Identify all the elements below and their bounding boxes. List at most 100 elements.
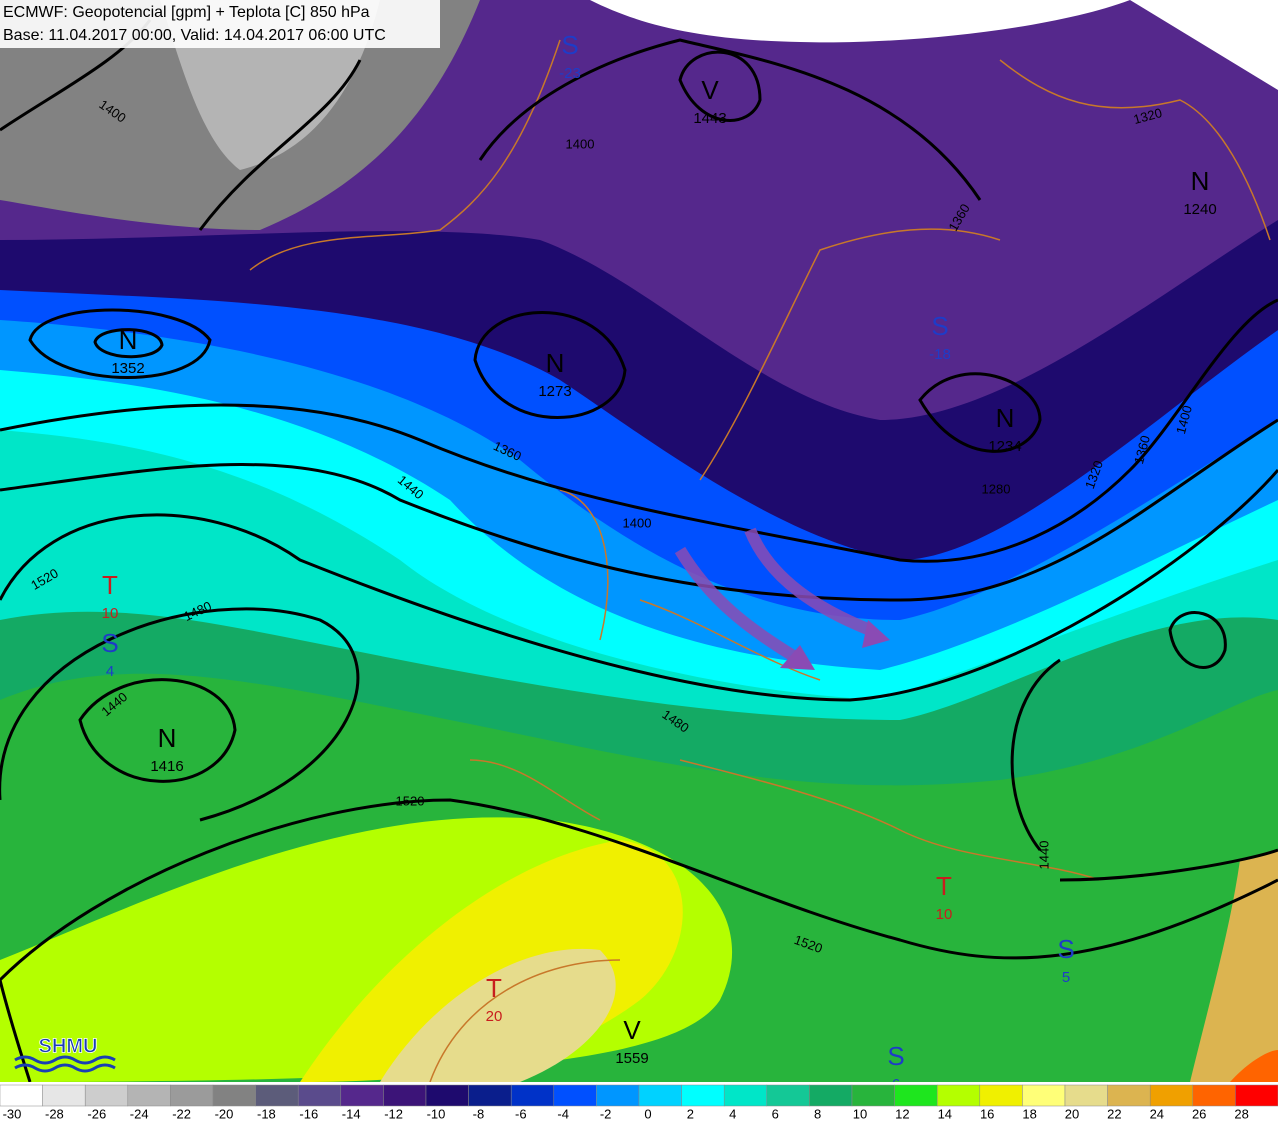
contour-label: 1280 — [982, 481, 1011, 496]
center-symbol: N — [546, 348, 565, 378]
legend-label: -18 — [257, 1106, 276, 1121]
center-symbol: S — [931, 311, 948, 341]
legend-label: -16 — [299, 1106, 318, 1121]
legend-swatch — [425, 1084, 469, 1107]
temperature-field — [0, 0, 1278, 1082]
legend-swatch — [127, 1084, 171, 1107]
legend-label: -20 — [215, 1106, 234, 1121]
legend-label: -8 — [473, 1106, 485, 1121]
legend-label: -24 — [130, 1106, 149, 1121]
center-symbol: N — [996, 403, 1015, 433]
contour-label: 1360 — [1131, 434, 1153, 466]
center-symbol: T — [486, 973, 502, 1003]
legend-swatch — [297, 1084, 342, 1107]
logo: SHMU — [14, 1035, 116, 1073]
center-symbol: S — [101, 628, 118, 658]
legend-label: -4 — [557, 1106, 569, 1121]
center-value: 1443 — [693, 110, 726, 127]
legend-swatch — [468, 1084, 512, 1107]
legend-label: 22 — [1107, 1106, 1121, 1121]
center-value: -23 — [559, 65, 581, 82]
legend-swatch — [681, 1084, 725, 1107]
legend-label: -12 — [384, 1106, 403, 1121]
legend-label: 4 — [729, 1106, 736, 1121]
pressure-centers: V 1443 N 1240 N 1352 N 1273 N 1234 N 1416 V 1559 S -23 S… — [101, 30, 1216, 1093]
contour-label: 1400 — [1173, 404, 1195, 436]
legend-label: -6 — [515, 1106, 527, 1121]
legend-swatch — [936, 1084, 981, 1107]
center-symbol: T — [936, 871, 952, 901]
legend-label: 16 — [980, 1106, 994, 1121]
legend-label: 0 — [644, 1106, 651, 1121]
legend-swatch — [766, 1084, 810, 1107]
legend-label: 24 — [1150, 1106, 1164, 1121]
center-symbol: V — [701, 75, 719, 105]
legend-label: 10 — [853, 1106, 867, 1121]
contour-label: 1520 — [396, 793, 425, 808]
center-symbol: T — [102, 570, 118, 600]
contour-label: 1400 — [623, 515, 652, 530]
legend-label: -28 — [45, 1106, 64, 1121]
legend-swatch — [340, 1084, 384, 1107]
legend-label: 18 — [1022, 1106, 1036, 1121]
header-box — [0, 0, 440, 48]
center-value: 10 — [936, 906, 953, 923]
legend-swatch — [809, 1084, 853, 1107]
legend-label: 2 — [687, 1106, 694, 1121]
header-title: ECMWF: Geopotencial [gpm] + Teplota [C] … — [3, 4, 370, 21]
center-value: 1559 — [615, 1050, 648, 1067]
center-symbol: S — [887, 1041, 904, 1071]
center-value: 1234 — [988, 438, 1021, 455]
legend-swatch — [0, 1084, 43, 1107]
center-symbol: S — [561, 30, 578, 60]
center-value: 4 — [106, 663, 114, 680]
legend-label: -22 — [172, 1106, 191, 1121]
center-symbol: N — [1191, 166, 1210, 196]
legend-label: 28 — [1234, 1106, 1248, 1121]
legend-swatch — [255, 1084, 299, 1107]
center-symbol: N — [119, 325, 138, 355]
legend-label: 26 — [1192, 1106, 1206, 1121]
legend-label: 14 — [938, 1106, 952, 1121]
legend-swatch — [84, 1084, 129, 1107]
center-value: 1273 — [538, 383, 571, 400]
legend-label: -2 — [600, 1106, 612, 1121]
legend-swatch — [42, 1084, 86, 1107]
center-value: 20 — [486, 1008, 503, 1025]
legend-swatch — [851, 1084, 895, 1107]
legend-label: 8 — [814, 1106, 821, 1121]
legend-swatch — [170, 1084, 214, 1107]
contour-label: 1400 — [566, 136, 595, 151]
center-value: 1416 — [150, 758, 183, 775]
contour-label: 1440 — [1036, 841, 1051, 870]
center-value: 10 — [102, 605, 119, 622]
logo-text: SHMU — [39, 1035, 98, 1057]
legend-label: -10 — [427, 1106, 446, 1121]
contours — [0, 19, 1278, 1083]
legend-swatch — [1149, 1084, 1194, 1107]
legend-swatch — [894, 1084, 938, 1107]
legend-swatch — [553, 1084, 597, 1107]
legend-swatch — [596, 1084, 640, 1107]
legend-swatch — [1107, 1084, 1151, 1107]
center-value: -18 — [929, 346, 951, 363]
legend-swatch — [638, 1084, 682, 1107]
legend-label: -30 — [3, 1106, 22, 1121]
legend-label: 12 — [895, 1106, 909, 1121]
flow-arrows — [674, 527, 890, 670]
header-subtitle: Base: 11.04.2017 00:00, Valid: 14.04.201… — [3, 27, 386, 44]
center-value: 5 — [1062, 969, 1070, 986]
center-symbol: S — [1057, 934, 1074, 964]
legend: -30 -28 -26 -24 -22 -20 -18 -16 -14 -12 -10 -8 -6 -4-… — [0, 1084, 1278, 1121]
center-symbol: V — [623, 1015, 641, 1045]
legend-swatch — [510, 1084, 555, 1107]
center-value: 1352 — [111, 360, 144, 377]
legend-swatch — [1064, 1084, 1108, 1107]
legend-swatch — [1235, 1084, 1278, 1107]
center-value: 1240 — [1183, 201, 1216, 218]
coastlines — [249, 39, 1271, 1083]
legend-swatch — [979, 1084, 1023, 1107]
legend-label: 20 — [1065, 1106, 1079, 1121]
legend-label: -26 — [87, 1106, 106, 1121]
